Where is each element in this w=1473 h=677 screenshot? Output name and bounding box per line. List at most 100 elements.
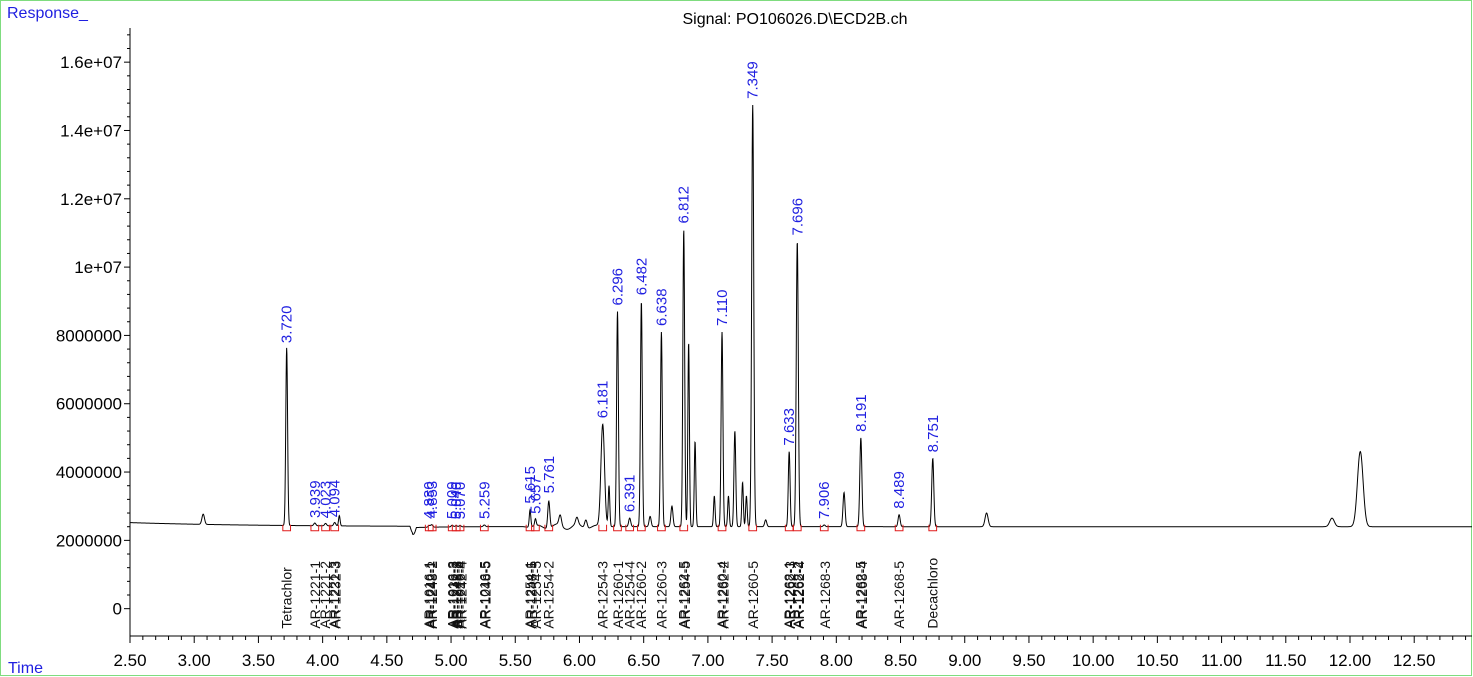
peak-label: 5.259 bbox=[476, 481, 493, 519]
compound-label: AR-1232-3 bbox=[327, 561, 343, 629]
peak-label: 7.110 bbox=[714, 290, 731, 326]
peak-label: 5.009 bbox=[444, 481, 461, 519]
integration-marker bbox=[525, 524, 535, 532]
compound-label: AR-1232-2 bbox=[446, 561, 462, 629]
peak-label: 4.094 bbox=[327, 480, 344, 518]
compound-label: AR-1254-5 bbox=[677, 561, 693, 629]
peak-label: 7.633 bbox=[781, 408, 798, 446]
integration-marker bbox=[819, 524, 829, 532]
peak-label: 5.040 bbox=[448, 482, 465, 520]
integration-marker bbox=[625, 524, 635, 532]
compound-label: AR-1016-5 bbox=[476, 561, 492, 629]
integration-marker bbox=[637, 524, 646, 532]
peak-label: 8.751 bbox=[925, 415, 942, 453]
peak-label: 4.023 bbox=[318, 481, 335, 519]
compound-label: AR-1221-3 bbox=[326, 561, 342, 629]
peak-label: 7.906 bbox=[816, 481, 833, 519]
compound-label: AR-1254-2 bbox=[541, 561, 557, 629]
x-tick-label: 6.00 bbox=[563, 651, 596, 670]
integration-markers bbox=[282, 524, 938, 532]
x-tick-label: 4.50 bbox=[370, 651, 403, 670]
compound-label: AR-1242-3 bbox=[448, 561, 464, 629]
integration-marker bbox=[679, 524, 689, 532]
y-tick-label: 1.6e+07 bbox=[60, 53, 122, 72]
y-tick-label: 2000000 bbox=[56, 531, 122, 550]
y-tick-label: 6000000 bbox=[56, 395, 122, 414]
peak-label: 6.296 bbox=[609, 268, 626, 306]
compound-label: AR-1262-5 bbox=[675, 561, 691, 629]
compound-label: Tetrachlor bbox=[279, 567, 295, 629]
peak-label: 8.489 bbox=[891, 471, 908, 509]
compound-label: AR-1254-3 bbox=[595, 561, 611, 629]
compound-labels: Tetrachlor AR-1221-1AR-1221-2AR-1221-3AR-… bbox=[279, 558, 941, 629]
y-tick-label: 0 bbox=[113, 600, 122, 619]
integration-marker bbox=[330, 524, 340, 532]
x-axis-label: Time bbox=[8, 660, 43, 677]
x-tick-label: 10.00 bbox=[1072, 651, 1115, 670]
integration-marker bbox=[928, 524, 938, 532]
integration-marker bbox=[856, 524, 866, 532]
y-tick-label: 8000000 bbox=[56, 326, 122, 345]
y-tick-label: 4000000 bbox=[56, 463, 122, 482]
compound-label: AR-1268-1 bbox=[781, 561, 797, 629]
x-tick-label: 2.50 bbox=[113, 651, 146, 670]
compound-label: AR-1262-4 bbox=[791, 561, 807, 629]
compound-label: AR-1242-4 bbox=[453, 561, 469, 629]
compound-label: AR-1268-2 bbox=[790, 561, 806, 629]
peak-label: 5.615 bbox=[522, 466, 539, 504]
compound-label: AR-1016-1 bbox=[421, 561, 437, 629]
integration-marker bbox=[321, 524, 330, 532]
compound-label: AR-1221-1 bbox=[307, 561, 323, 629]
peak-label: 7.696 bbox=[789, 198, 806, 236]
compound-label: AR-1268-5 bbox=[891, 561, 907, 629]
x-tick-label: 6.50 bbox=[627, 651, 660, 670]
integration-marker bbox=[748, 524, 758, 532]
x-tick-label: 9.50 bbox=[1012, 651, 1045, 670]
compound-label: AR-1260-5 bbox=[745, 561, 761, 629]
peak-label: 3.939 bbox=[307, 480, 324, 518]
x-tick-label: 12.00 bbox=[1329, 651, 1372, 670]
x-tick-label: 11.50 bbox=[1265, 651, 1306, 670]
integration-marker bbox=[613, 524, 622, 532]
integration-marker bbox=[310, 524, 320, 532]
compound-label: AR-1262-5 bbox=[853, 561, 869, 629]
x-tick-label: 3.50 bbox=[242, 651, 275, 670]
compound-label: AR-1248-5 bbox=[523, 561, 539, 629]
y-tick-label: 1.2e+07 bbox=[60, 190, 122, 209]
peak-label: 6.391 bbox=[622, 475, 639, 513]
y-tick-label: 1e+07 bbox=[74, 258, 122, 277]
compound-label: AR-1262-2 bbox=[715, 561, 731, 629]
integration-marker bbox=[657, 524, 666, 532]
x-tick-label: 3.00 bbox=[178, 651, 211, 670]
peak-label: 3.720 bbox=[279, 306, 296, 344]
compound-label: AR-1242-1 bbox=[423, 561, 439, 629]
integration-marker bbox=[282, 524, 292, 532]
x-tick-label: 5.00 bbox=[435, 651, 468, 670]
compound-label: AR-1260-3 bbox=[654, 561, 670, 629]
integration-marker bbox=[427, 524, 437, 532]
y-tick-label: 1.4e+07 bbox=[60, 121, 122, 140]
integration-marker bbox=[531, 524, 540, 532]
peak-label: 8.191 bbox=[853, 394, 870, 432]
compound-label: AR-1254-4 bbox=[622, 561, 638, 629]
compound-label: AR-1221-2 bbox=[317, 561, 333, 629]
compound-label: AR-1248-3 bbox=[449, 561, 465, 629]
x-tick-label: 5.50 bbox=[499, 651, 532, 670]
compound-label: AR-1254-1 bbox=[522, 561, 538, 629]
x-tick-label: 8.00 bbox=[820, 651, 853, 670]
compound-label: AR-1254-5 bbox=[528, 561, 544, 629]
x-tick-label: 4.00 bbox=[306, 651, 339, 670]
peak-label: 4.830 bbox=[421, 481, 438, 519]
compound-label: AR-1268-3 bbox=[817, 561, 833, 629]
signal-trace bbox=[129, 104, 1472, 535]
peak-label: 5.657 bbox=[527, 476, 544, 514]
integration-marker bbox=[598, 524, 608, 532]
y-axis-label: Response_ bbox=[7, 5, 89, 22]
x-tick-label: 7.50 bbox=[756, 651, 789, 670]
peak-label: 4.853 bbox=[424, 481, 441, 519]
integration-marker bbox=[479, 524, 489, 532]
integration-marker bbox=[544, 524, 554, 532]
x-tick-label: 8.50 bbox=[884, 651, 917, 670]
compound-label: AR-1016-3 bbox=[444, 561, 460, 629]
